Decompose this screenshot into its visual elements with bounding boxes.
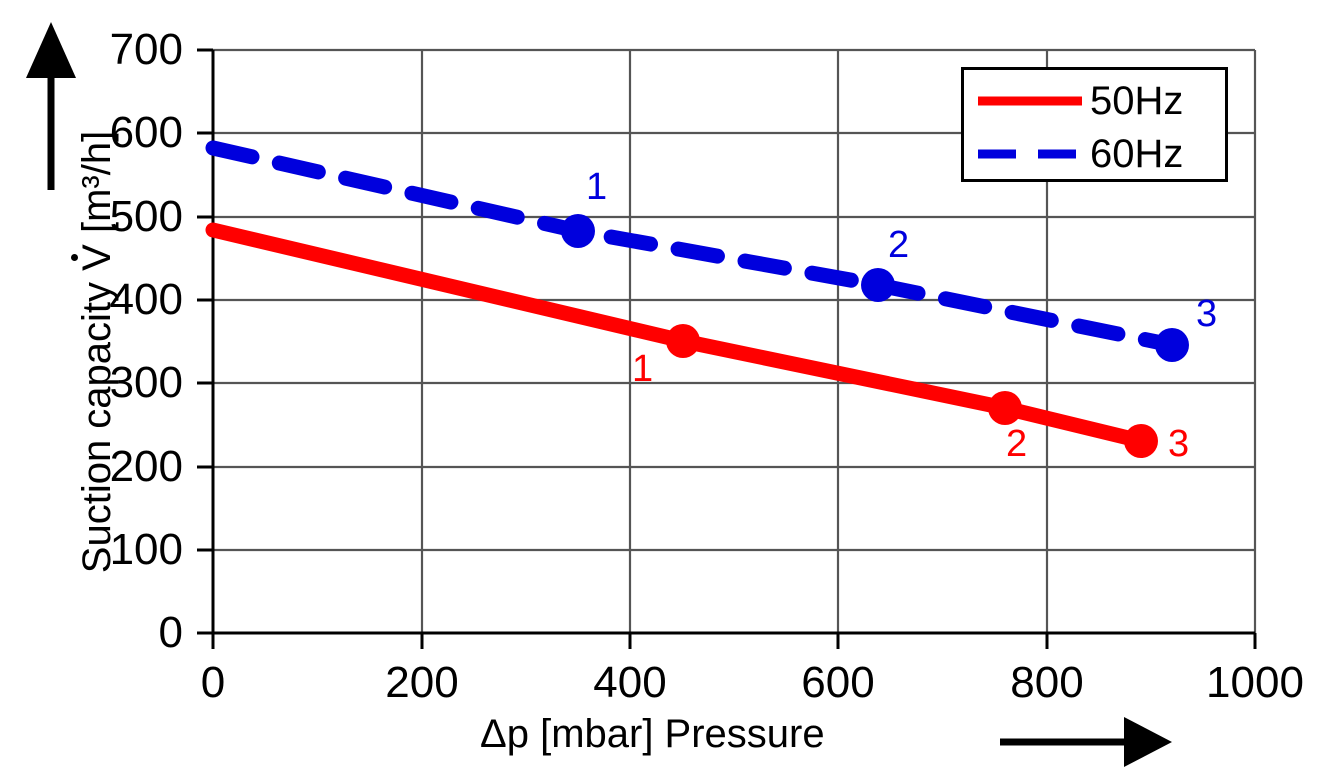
y-axis-title-suffix: [m³/h] xyxy=(75,130,119,245)
data-point-50hz-2[interactable] xyxy=(988,391,1022,425)
xtick-label-0: 0 xyxy=(200,658,226,707)
series-markers-50hz xyxy=(666,324,1158,458)
annotation-60hz-3: 3 xyxy=(1196,293,1218,335)
x-tick-marks xyxy=(211,633,1257,649)
data-point-50hz-3[interactable] xyxy=(1124,424,1158,458)
ytick-label-200: 200 xyxy=(109,442,183,491)
series-line-50hz xyxy=(205,222,1149,449)
annotation-60hz-1: 1 xyxy=(586,166,608,208)
data-point-60hz-3[interactable] xyxy=(1155,328,1189,362)
data-point-60hz-1[interactable] xyxy=(561,214,595,248)
legend-swatch-50hz-icon xyxy=(976,90,1084,112)
legend-swatch-60hz-icon xyxy=(976,143,1084,165)
ytick-label-0: 0 xyxy=(158,608,183,657)
legend-item-60hz[interactable]: 60Hz xyxy=(964,129,1225,179)
xtick-label-600: 600 xyxy=(801,658,875,707)
y-tick-marks xyxy=(197,48,213,635)
annotation-50hz-3: 3 xyxy=(1168,423,1190,465)
legend-label-60hz: 60Hz xyxy=(1090,132,1184,176)
annotation-60hz-2: 2 xyxy=(888,224,910,266)
ytick-label-700: 700 xyxy=(109,25,183,74)
annotation-50hz-2: 2 xyxy=(1006,423,1028,465)
y-axis-title-prefix: Suction capacity xyxy=(75,270,119,574)
y-axis-arrow-icon xyxy=(26,22,76,190)
ytick-label-100: 100 xyxy=(109,525,183,574)
legend: 50Hz 60Hz xyxy=(961,67,1228,182)
xtick-label-800: 800 xyxy=(1010,658,1084,707)
x-axis-title: Δp [mbar] Pressure xyxy=(480,712,825,756)
data-point-50hz-1[interactable] xyxy=(666,324,700,358)
annotation-50hz-1: 1 xyxy=(632,348,654,390)
x-axis-arrow-icon xyxy=(1000,717,1172,767)
xtick-label-200: 200 xyxy=(385,658,459,707)
y-axis-title-symbol: V xyxy=(75,244,119,271)
ytick-label-600: 600 xyxy=(109,108,183,157)
xtick-label-1000: 1000 xyxy=(1206,658,1304,707)
ytick-label-400: 400 xyxy=(109,275,183,324)
xtick-label-400: 400 xyxy=(593,658,667,707)
ytick-label-500: 500 xyxy=(109,192,183,241)
y-axis-title: Suction capacity V [m³/h] xyxy=(75,42,119,662)
legend-label-50hz: 50Hz xyxy=(1090,79,1184,123)
series-line-60hz xyxy=(205,140,1180,353)
ytick-label-300: 300 xyxy=(109,358,183,407)
legend-item-50hz[interactable]: 50Hz xyxy=(964,76,1225,126)
series-markers-60hz xyxy=(561,214,1189,362)
data-point-60hz-2[interactable] xyxy=(861,268,895,302)
